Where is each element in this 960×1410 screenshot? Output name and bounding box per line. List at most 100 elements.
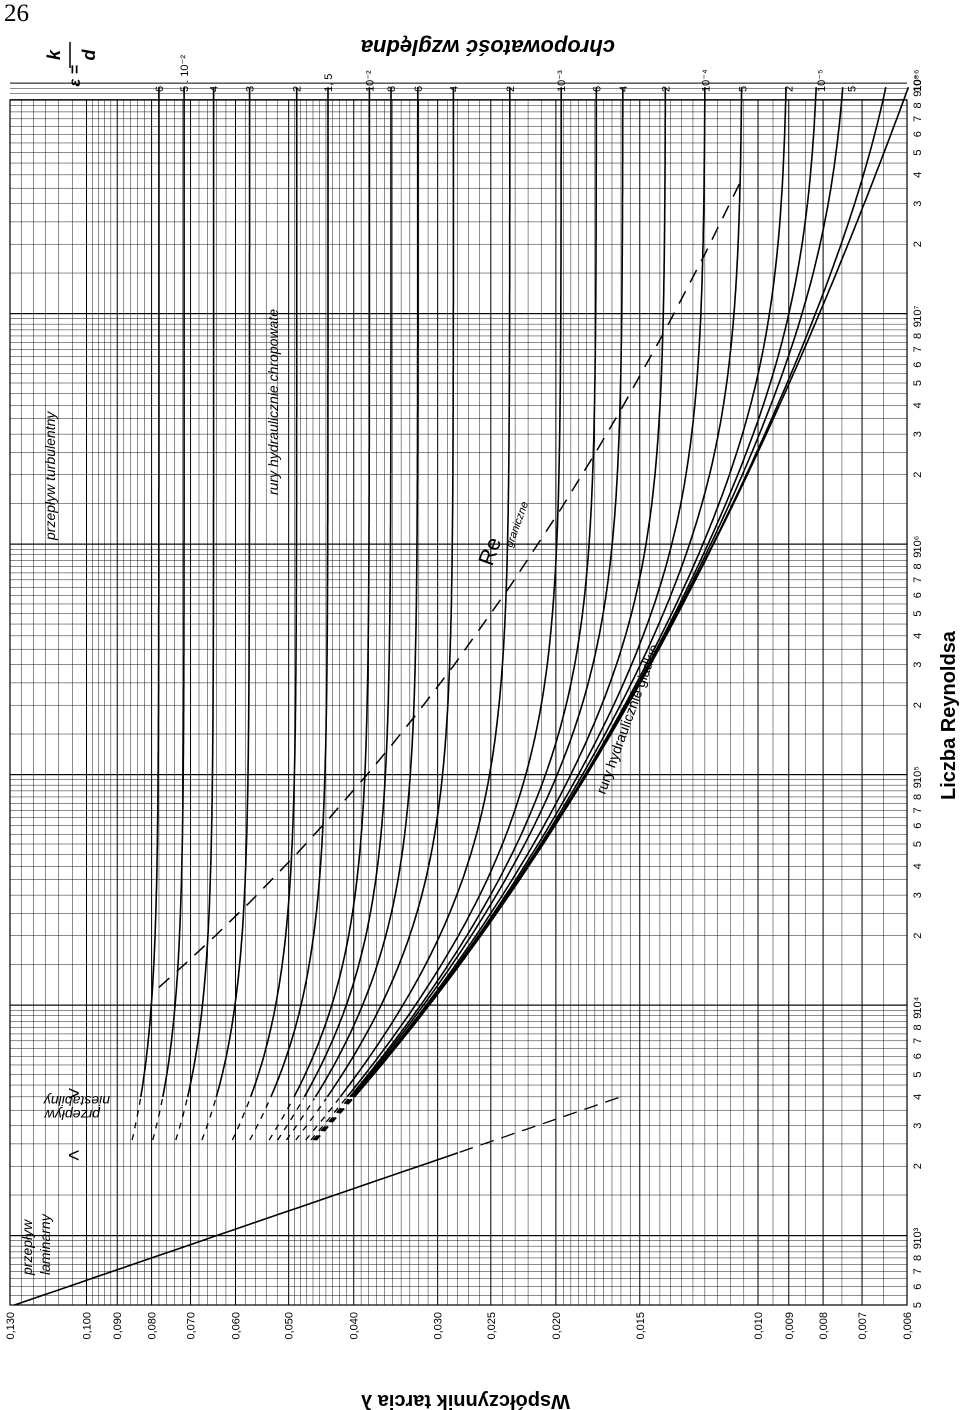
re-tick-label: 7 bbox=[912, 577, 924, 583]
re-tick-label: 10³ bbox=[912, 1227, 924, 1243]
re-tick-label: 7 bbox=[912, 1268, 924, 1274]
unstable-arrow-right: > bbox=[68, 1083, 80, 1105]
roughness-label: 10⁻³ bbox=[556, 70, 568, 92]
roughness-curve bbox=[352, 87, 667, 1098]
re-tick-label: 2 bbox=[912, 702, 924, 708]
roughness-curve-transition bbox=[277, 1098, 304, 1141]
roughness-curve bbox=[326, 87, 455, 1098]
roughness-curve-transition bbox=[315, 1098, 354, 1141]
lambda-tick-label: 0,008 bbox=[818, 1312, 830, 1340]
roughness-label: 5 . 10⁻² bbox=[179, 55, 191, 92]
laminar-label-1: przepływ bbox=[19, 1219, 35, 1276]
re-boundary-line bbox=[158, 177, 744, 988]
lambda-tick-label: 0,030 bbox=[433, 1312, 445, 1340]
re-tick-label: 7 bbox=[912, 116, 924, 122]
roughness-curve-transition bbox=[295, 1098, 327, 1141]
roughness-curve bbox=[249, 87, 298, 1098]
roughness-label: 2 bbox=[783, 86, 795, 92]
re-tick-label: 3 bbox=[912, 662, 924, 668]
re-tick-label: 5 bbox=[912, 149, 924, 155]
rough-pipes-label: rury hydraulicznie chropowate bbox=[265, 309, 281, 495]
re-tick-label: 6 bbox=[912, 131, 924, 137]
roughness-label: 2 bbox=[292, 86, 304, 92]
roughness-curve-transition bbox=[152, 1098, 164, 1141]
re-tick-label: 6 bbox=[912, 1284, 924, 1290]
roughness-curve bbox=[140, 87, 160, 1097]
roughness-curve-transition bbox=[231, 1098, 251, 1141]
lambda-tick-label: 0,100 bbox=[82, 1312, 94, 1340]
re-tick-label: 3 bbox=[912, 201, 924, 207]
roughness-curve-transition bbox=[312, 1098, 350, 1141]
turbulent-label: przepływ turbulentny bbox=[42, 411, 58, 541]
roughness-curve bbox=[353, 87, 887, 1098]
re-tick-label: 7 bbox=[912, 1038, 924, 1044]
re-tick-label: 8 bbox=[912, 1255, 924, 1261]
lambda-tick-label: 0,060 bbox=[230, 1312, 242, 1340]
lambda-tick-label: 0,090 bbox=[112, 1312, 124, 1340]
roughness-curve-transition bbox=[310, 1098, 347, 1141]
roughness-curve-transition bbox=[249, 1098, 271, 1141]
re-tick-label: 10⁴ bbox=[912, 996, 924, 1013]
re-tick-label: 10⁸ bbox=[912, 75, 924, 92]
lambda-tick-label: 0,020 bbox=[551, 1312, 563, 1340]
roughness-label: 10⁻⁵ bbox=[816, 69, 828, 92]
roughness-curve bbox=[314, 87, 419, 1098]
lambda-tick-label: 0,007 bbox=[857, 1312, 869, 1340]
x-axis-label: Liczba Reynoldsa bbox=[938, 630, 960, 800]
re-tick-label: 3 bbox=[912, 1123, 924, 1129]
re-tick-label: 4 bbox=[912, 863, 924, 869]
roughness-label: 4 bbox=[618, 86, 630, 92]
roughness-curve bbox=[353, 87, 743, 1098]
re-tick-label: 10⁷ bbox=[912, 305, 924, 321]
re-tick-label: 4 bbox=[912, 402, 924, 408]
re-tick-label: 7 bbox=[912, 807, 924, 813]
roughness-curve bbox=[270, 87, 329, 1098]
roughness-title: chropowatość względna bbox=[361, 35, 615, 60]
re-tick-label: 7 bbox=[912, 346, 924, 352]
re-tick-label: 5 bbox=[912, 841, 924, 847]
re-tick-label: 5 bbox=[912, 610, 924, 616]
lambda-tick-label: 0,025 bbox=[486, 1312, 498, 1340]
laminar-extension bbox=[459, 1096, 621, 1153]
roughness-label: 4 bbox=[209, 86, 221, 92]
re-tick-label: 8 bbox=[912, 333, 924, 339]
roughness-curve bbox=[350, 87, 624, 1098]
roughness-curve bbox=[353, 87, 706, 1098]
re-tick-label: 3 bbox=[912, 431, 924, 437]
re-tick-label: 2 bbox=[912, 241, 924, 247]
re-tick-label: 4 bbox=[912, 172, 924, 178]
roughness-curve-transition bbox=[314, 1098, 352, 1141]
re-tick-label: 6 bbox=[912, 592, 924, 598]
epsilon-label: ε = bbox=[67, 65, 84, 86]
re-tick-label: 2 bbox=[912, 1163, 924, 1169]
lambda-tick-label: 0,070 bbox=[186, 1312, 198, 1340]
re-tick-label: 9 bbox=[912, 321, 924, 327]
re-tick-label: 2 bbox=[912, 472, 924, 478]
roughness-label: 2 bbox=[661, 86, 673, 92]
y-axis-label: Współczynnik tarcia λ bbox=[361, 1390, 570, 1410]
chart-labels: 6 5 . 10⁻² 4 3 2 1, 5 10⁻² 8 6 4 2 10⁻³ 6 4 2 10⁻⁴ 5 2 10⁻… bbox=[19, 35, 960, 1410]
re-boundary-label: Re bbox=[473, 534, 506, 569]
roughness-curve-transition bbox=[175, 1098, 188, 1141]
roughness-curve-transition bbox=[305, 1098, 340, 1141]
roughness-label: 10⁻⁴ bbox=[700, 69, 712, 92]
roughness-label: 5 bbox=[847, 86, 859, 92]
roughness-curve-transition bbox=[285, 1098, 315, 1141]
epsilon-numerator: k bbox=[44, 49, 64, 60]
roughness-label: 5 bbox=[738, 86, 750, 92]
smooth-pipe-curve bbox=[353, 86, 910, 1098]
roughness-label: 6 bbox=[154, 86, 166, 92]
re-tick-label: 6 bbox=[912, 823, 924, 829]
roughness-curve bbox=[339, 87, 511, 1098]
re-tick-label: 10⁵ bbox=[912, 766, 924, 783]
lambda-tick-label: 0,050 bbox=[284, 1312, 296, 1340]
unstable-label-2: niestabilny bbox=[43, 1093, 110, 1109]
roughness-label: 3 bbox=[245, 86, 257, 92]
tick-labels: 0,130 0,100 0,090 0,080 0,070 0,060 0,050 0,040… bbox=[5, 75, 924, 1340]
roughness-curve-transition bbox=[201, 1098, 217, 1141]
re-tick-label: 4 bbox=[912, 633, 924, 639]
re-tick-label: 8 bbox=[912, 563, 924, 569]
roughness-curve bbox=[162, 87, 185, 1097]
roughness-curve bbox=[293, 87, 371, 1098]
